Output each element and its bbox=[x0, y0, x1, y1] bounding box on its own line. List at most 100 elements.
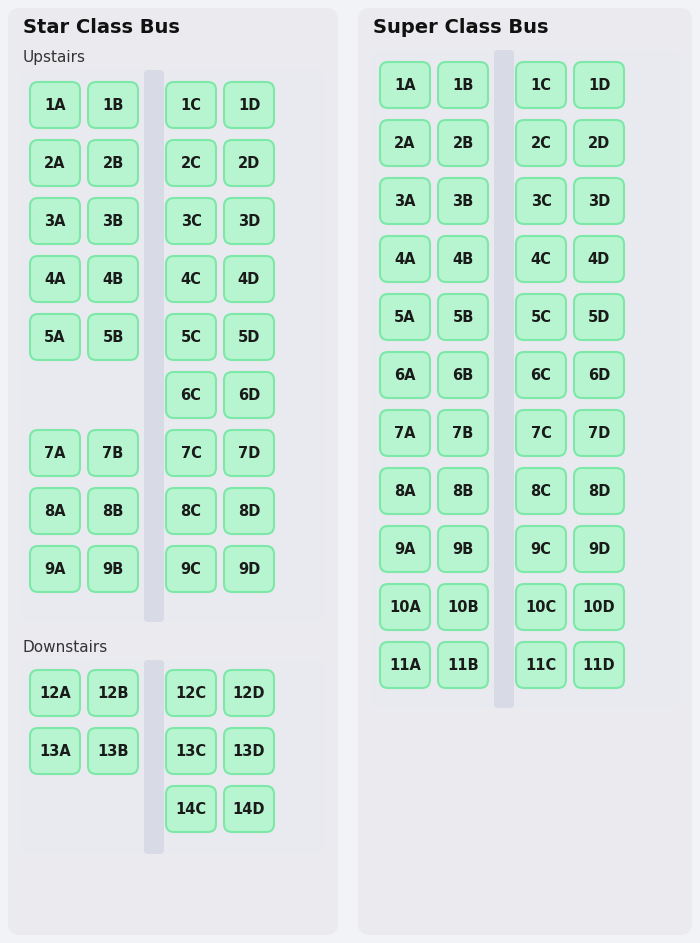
Text: 8C: 8C bbox=[181, 504, 202, 519]
Text: 9A: 9A bbox=[394, 541, 416, 556]
Text: 5A: 5A bbox=[394, 309, 416, 324]
FancyBboxPatch shape bbox=[144, 660, 164, 854]
Text: 8B: 8B bbox=[102, 504, 124, 519]
FancyBboxPatch shape bbox=[574, 468, 624, 514]
Text: 11C: 11C bbox=[526, 657, 557, 672]
FancyBboxPatch shape bbox=[438, 642, 488, 688]
Text: 8D: 8D bbox=[238, 504, 260, 519]
FancyBboxPatch shape bbox=[574, 294, 624, 340]
FancyBboxPatch shape bbox=[224, 314, 274, 360]
Text: 7A: 7A bbox=[394, 425, 416, 440]
Text: Upstairs: Upstairs bbox=[23, 50, 86, 65]
Text: 1D: 1D bbox=[588, 77, 610, 92]
Text: 3B: 3B bbox=[102, 213, 124, 228]
Text: 13B: 13B bbox=[97, 743, 129, 758]
FancyBboxPatch shape bbox=[224, 430, 274, 476]
Text: 1C: 1C bbox=[531, 77, 552, 92]
Text: 4A: 4A bbox=[394, 252, 416, 267]
FancyBboxPatch shape bbox=[224, 140, 274, 186]
Text: 10A: 10A bbox=[389, 600, 421, 615]
FancyBboxPatch shape bbox=[30, 198, 80, 244]
Text: 8A: 8A bbox=[394, 484, 416, 499]
FancyBboxPatch shape bbox=[574, 236, 624, 282]
Text: Star Class Bus: Star Class Bus bbox=[23, 18, 180, 37]
Text: 8B: 8B bbox=[452, 484, 474, 499]
FancyBboxPatch shape bbox=[20, 70, 326, 622]
Text: 9A: 9A bbox=[44, 561, 66, 576]
Text: 10C: 10C bbox=[526, 600, 557, 615]
FancyBboxPatch shape bbox=[516, 642, 566, 688]
Text: 2D: 2D bbox=[588, 136, 610, 151]
FancyBboxPatch shape bbox=[224, 786, 274, 832]
FancyBboxPatch shape bbox=[438, 410, 488, 456]
Text: 6C: 6C bbox=[531, 368, 552, 383]
Text: 9D: 9D bbox=[588, 541, 610, 556]
Text: 1D: 1D bbox=[238, 97, 260, 112]
FancyBboxPatch shape bbox=[88, 670, 138, 716]
Text: 7B: 7B bbox=[102, 445, 124, 460]
FancyBboxPatch shape bbox=[516, 468, 566, 514]
FancyBboxPatch shape bbox=[516, 526, 566, 572]
FancyBboxPatch shape bbox=[88, 430, 138, 476]
FancyBboxPatch shape bbox=[494, 50, 514, 708]
Text: 4B: 4B bbox=[102, 272, 124, 287]
Text: 6B: 6B bbox=[452, 368, 474, 383]
Text: 7D: 7D bbox=[588, 425, 610, 440]
Text: 5C: 5C bbox=[181, 329, 202, 344]
FancyBboxPatch shape bbox=[166, 488, 216, 534]
FancyBboxPatch shape bbox=[30, 82, 80, 128]
Text: 5D: 5D bbox=[588, 309, 610, 324]
Text: 14D: 14D bbox=[232, 802, 265, 817]
Text: 7B: 7B bbox=[452, 425, 474, 440]
Text: 4D: 4D bbox=[588, 252, 610, 267]
FancyBboxPatch shape bbox=[224, 670, 274, 716]
Text: 6D: 6D bbox=[588, 368, 610, 383]
FancyBboxPatch shape bbox=[88, 314, 138, 360]
FancyBboxPatch shape bbox=[438, 584, 488, 630]
FancyBboxPatch shape bbox=[358, 8, 692, 935]
Text: 12C: 12C bbox=[176, 686, 206, 701]
Text: 14C: 14C bbox=[176, 802, 206, 817]
Text: 7D: 7D bbox=[238, 445, 260, 460]
FancyBboxPatch shape bbox=[438, 178, 488, 224]
Text: 6A: 6A bbox=[394, 368, 416, 383]
Text: 7C: 7C bbox=[181, 445, 202, 460]
Text: 1B: 1B bbox=[102, 97, 124, 112]
Text: 5D: 5D bbox=[238, 329, 260, 344]
FancyBboxPatch shape bbox=[574, 62, 624, 108]
FancyBboxPatch shape bbox=[166, 140, 216, 186]
FancyBboxPatch shape bbox=[166, 786, 216, 832]
Text: 5A: 5A bbox=[44, 329, 66, 344]
Text: 11A: 11A bbox=[389, 657, 421, 672]
Text: 1B: 1B bbox=[452, 77, 474, 92]
FancyBboxPatch shape bbox=[30, 256, 80, 302]
Text: 9D: 9D bbox=[238, 561, 260, 576]
Text: Super Class Bus: Super Class Bus bbox=[373, 18, 549, 37]
Text: 9B: 9B bbox=[102, 561, 124, 576]
FancyBboxPatch shape bbox=[30, 140, 80, 186]
Text: 8A: 8A bbox=[44, 504, 66, 519]
Text: 7A: 7A bbox=[44, 445, 66, 460]
FancyBboxPatch shape bbox=[574, 352, 624, 398]
Text: 11B: 11B bbox=[447, 657, 479, 672]
Text: 3D: 3D bbox=[238, 213, 260, 228]
FancyBboxPatch shape bbox=[380, 468, 430, 514]
Text: 6C: 6C bbox=[181, 388, 202, 403]
FancyBboxPatch shape bbox=[438, 294, 488, 340]
Text: 5B: 5B bbox=[452, 309, 474, 324]
FancyBboxPatch shape bbox=[224, 256, 274, 302]
Text: 4B: 4B bbox=[452, 252, 474, 267]
FancyBboxPatch shape bbox=[370, 50, 680, 708]
Text: 3A: 3A bbox=[394, 193, 416, 208]
FancyBboxPatch shape bbox=[88, 546, 138, 592]
FancyBboxPatch shape bbox=[380, 352, 430, 398]
Text: 1A: 1A bbox=[44, 97, 66, 112]
FancyBboxPatch shape bbox=[380, 62, 430, 108]
FancyBboxPatch shape bbox=[30, 430, 80, 476]
FancyBboxPatch shape bbox=[380, 294, 430, 340]
Text: 13A: 13A bbox=[39, 743, 71, 758]
Text: 3A: 3A bbox=[44, 213, 66, 228]
FancyBboxPatch shape bbox=[88, 82, 138, 128]
FancyBboxPatch shape bbox=[574, 410, 624, 456]
Text: 9C: 9C bbox=[531, 541, 552, 556]
